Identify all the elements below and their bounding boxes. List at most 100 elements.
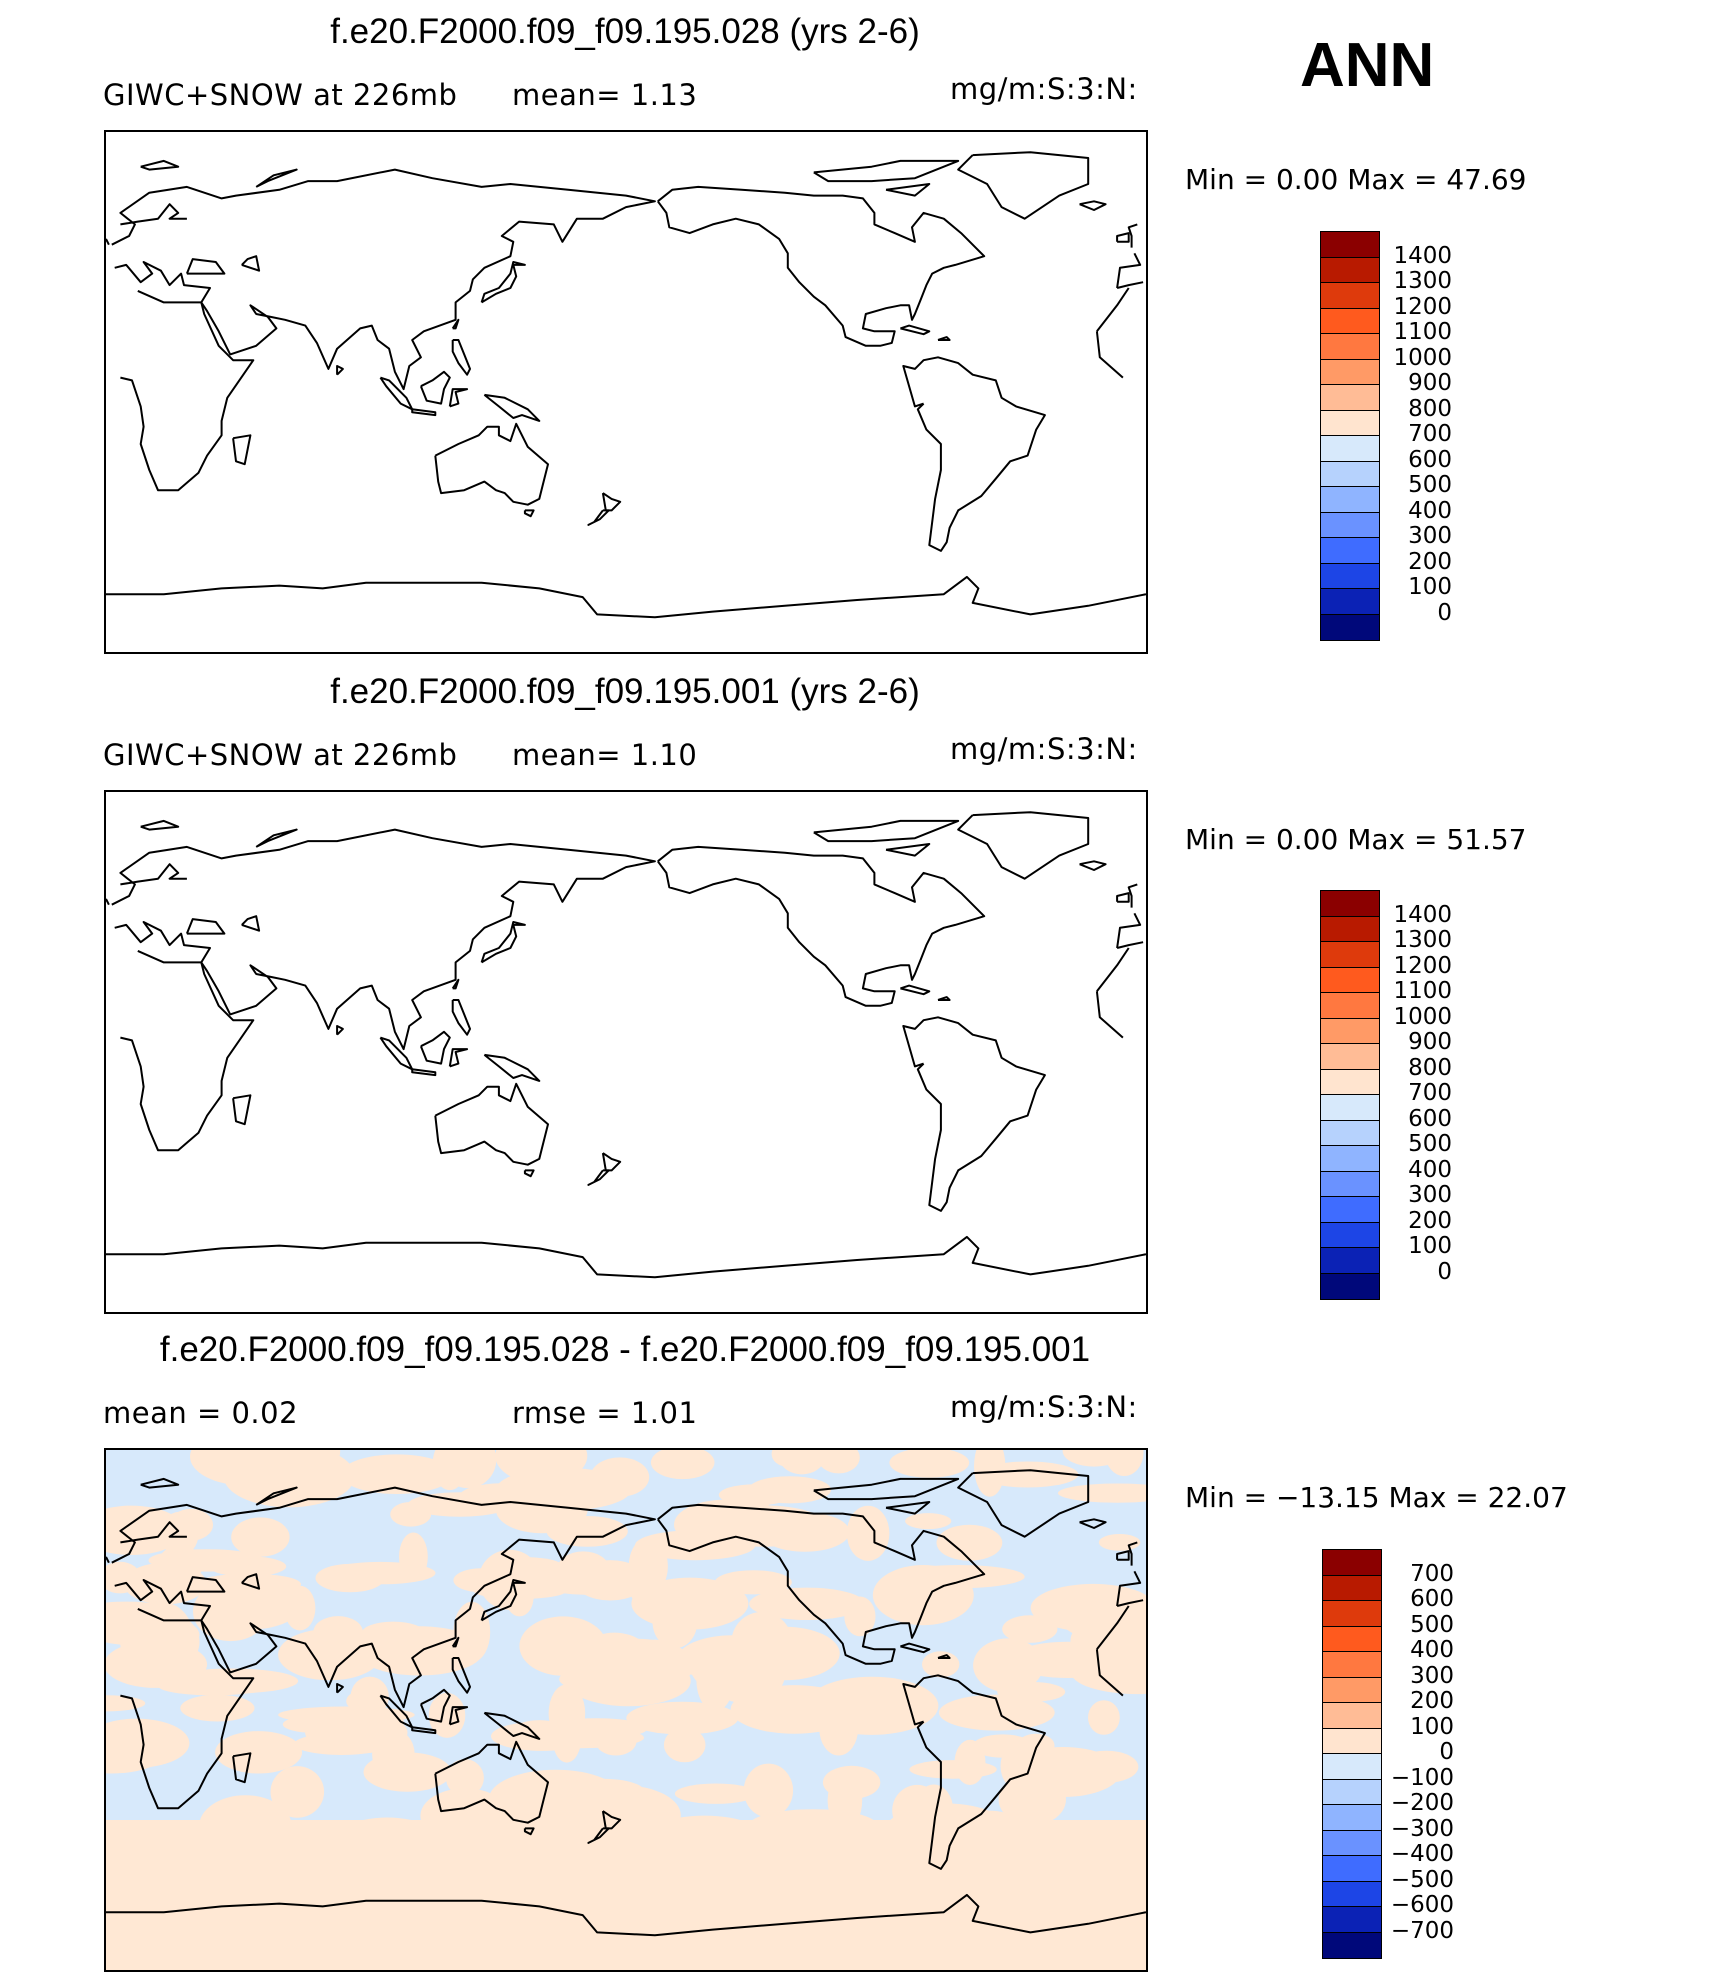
colorbar-swatch [1321, 385, 1379, 411]
coastline [336, 1025, 344, 1036]
coastline [379, 1036, 414, 1071]
coastline [434, 422, 549, 506]
coastline [480, 921, 526, 964]
colorbar-tick-label: 900 [1408, 370, 1452, 396]
coastline [587, 1827, 610, 1844]
coastline [434, 1740, 549, 1824]
coastline [1116, 232, 1130, 243]
colorbar-tick-label: 200 [1410, 1688, 1454, 1714]
positive-anomaly-patch [1058, 1483, 1146, 1503]
coastline [106, 575, 1146, 619]
coastline [957, 811, 1090, 880]
colorbar-tick-label: 200 [1408, 1207, 1452, 1234]
map-panel [104, 1448, 1148, 1972]
positive-anomaly-patch [340, 1454, 453, 1494]
colorbar-tick-label: 1300 [1393, 268, 1452, 294]
panel-title: f.e20.F2000.f09_f09.195.001 (yrs 2-6) [330, 672, 920, 711]
colorbar-swatches [1320, 231, 1380, 641]
positive-anomaly-patch [663, 1727, 706, 1763]
colorbar-swatch [1323, 1652, 1381, 1678]
coastline [451, 1636, 460, 1648]
coastline [336, 1683, 344, 1694]
coastline [1096, 1605, 1130, 1650]
coastline [106, 898, 110, 906]
positive-anomaly-patch [650, 1450, 715, 1480]
colorbar-swatch [1323, 1550, 1381, 1576]
colorbar-swatch [1323, 1703, 1381, 1729]
coastline [185, 258, 226, 275]
colorbar-swatch [1321, 1197, 1379, 1223]
colorbar-swatch [1321, 1146, 1379, 1172]
colorbar-tick-label: 200 [1408, 548, 1452, 575]
colorbar-tick-label: −300 [1390, 1815, 1454, 1842]
variable-label: GIWC+SNOW at 226mb [103, 78, 458, 112]
units-label: mg/m:S:3:N: [950, 72, 1138, 106]
colorbar-tick-label: 300 [1408, 523, 1452, 549]
colorbar-tick-label: 800 [1408, 1054, 1452, 1081]
variable-label: GIWC+SNOW at 226mb [103, 738, 458, 772]
positive-anomaly-patch [1073, 1750, 1139, 1783]
colorbar-swatch [1321, 891, 1379, 917]
colorbar-tick-label: 600 [1410, 1586, 1454, 1612]
positive-anomaly-patch [545, 1718, 648, 1739]
colorbar-tick-label: 800 [1408, 395, 1452, 422]
coastline [1127, 883, 1138, 908]
coastline [411, 1068, 437, 1077]
coastline [523, 509, 535, 518]
units-label: mg/m:S:3:N: [950, 732, 1138, 766]
colorbar-swatch [1323, 1601, 1381, 1627]
coastline [937, 336, 951, 341]
coastline [1096, 287, 1130, 332]
colorbar-swatch [1321, 614, 1379, 640]
positive-anomaly-patch [1098, 1534, 1141, 1551]
colorbar-swatch [1321, 410, 1379, 436]
coastline [900, 1642, 931, 1654]
positive-anomaly-patch [974, 1450, 1006, 1497]
positive-anomaly-patch [106, 1618, 171, 1636]
colorbar-swatch [1321, 283, 1379, 309]
colorbar-tick-label: −700 [1390, 1917, 1454, 1944]
coastline [1116, 1599, 1144, 1607]
colorbar-swatch [1321, 1069, 1379, 1095]
coastline [120, 863, 187, 886]
positive-anomaly-patch [495, 1450, 588, 1484]
coastline [448, 388, 469, 408]
coastline [813, 159, 960, 183]
positive-anomaly-patch [313, 1616, 363, 1649]
mean-value: mean= 1.13 [512, 78, 698, 112]
panel-title: f.e20.F2000.f09_f09.195.028 (yrs 2-6) [330, 12, 920, 51]
colorbar-tick-label: 600 [1408, 446, 1452, 473]
coastline [587, 1169, 610, 1186]
positive-anomaly-patch [889, 1450, 970, 1478]
coastline [451, 318, 460, 330]
coastline [1127, 223, 1138, 248]
colorbar-swatch [1321, 916, 1379, 942]
colorbar-tick-label: 900 [1408, 1029, 1452, 1055]
coastline [1116, 281, 1144, 289]
colorbar-tick-label: 600 [1408, 1105, 1452, 1132]
coastline [480, 261, 526, 304]
units-label: mg/m:S:3:N: [950, 1390, 1138, 1424]
coastline [937, 1654, 951, 1659]
coastline [451, 339, 471, 376]
colorbar-swatch [1321, 359, 1379, 385]
colorbar-swatch [1321, 461, 1379, 487]
colorbar-tick-label: 1400 [1393, 242, 1452, 269]
colorbar-swatch [1323, 1830, 1381, 1856]
colorbar-swatch [1323, 1907, 1381, 1933]
colorbar-tick-label: 1100 [1393, 319, 1452, 345]
map-panel [104, 790, 1148, 1314]
positive-anomaly-patch [893, 1565, 1025, 1589]
colorbar-swatch [1321, 334, 1379, 360]
colorbar-tick-label: 500 [1410, 1611, 1454, 1638]
coastline [232, 1094, 252, 1126]
coastline [451, 978, 460, 990]
positive-anomaly-patch [776, 1450, 828, 1475]
coastline [120, 1607, 255, 1810]
colorbar-swatch [1321, 257, 1379, 283]
positive-anomaly-patch [1104, 1450, 1144, 1476]
positive-anomaly-patch [628, 1537, 668, 1596]
coastline [885, 843, 931, 857]
coastline [140, 159, 180, 171]
coastline [1095, 991, 1124, 1039]
